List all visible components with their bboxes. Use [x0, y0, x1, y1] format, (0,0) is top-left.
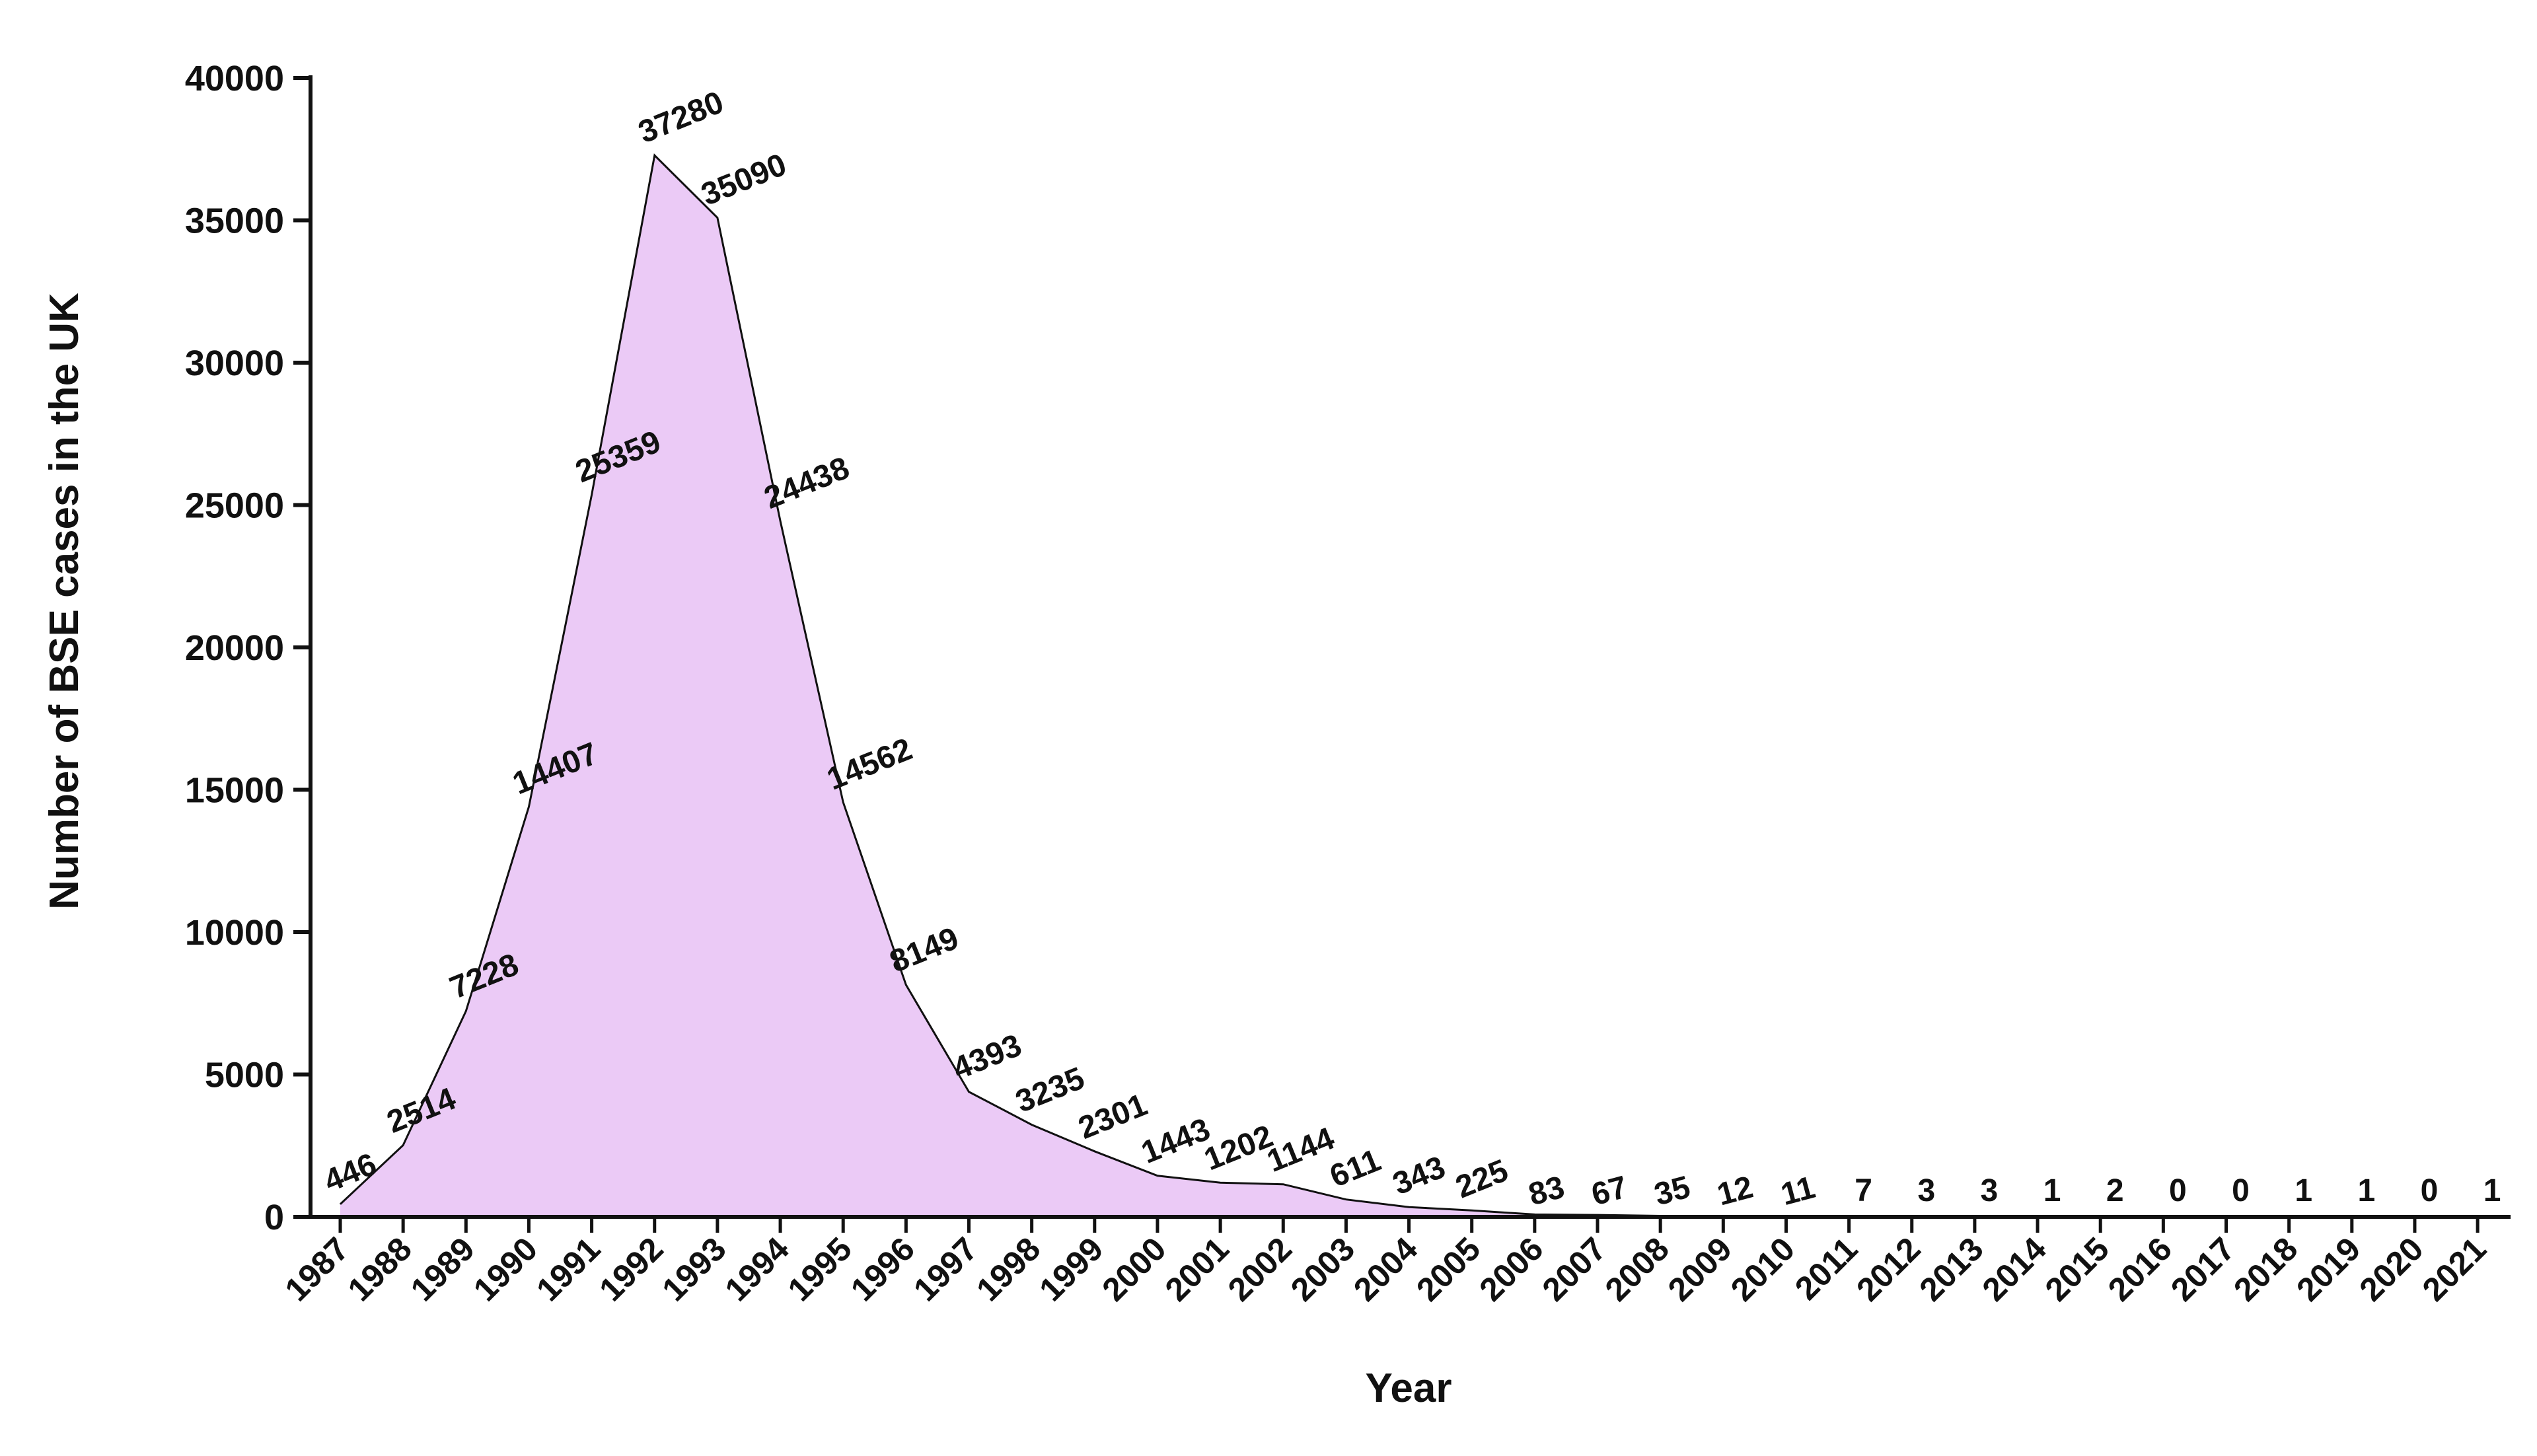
y-tick-label: 15000: [185, 771, 284, 811]
data-label-1996: 8149: [885, 921, 964, 980]
data-label-2009: 12: [1714, 1170, 1757, 1213]
x-tick-label: 1999: [1032, 1230, 1110, 1308]
y-tick-label: 5000: [205, 1056, 284, 1095]
x-axis-title: Year: [1365, 1365, 1452, 1411]
x-tick-label: 1996: [844, 1230, 922, 1308]
x-tick-label: 1990: [466, 1230, 544, 1308]
y-tick-label: 10000: [185, 913, 284, 953]
x-tick-label: 2014: [1975, 1230, 2053, 1308]
x-tick-label: 2004: [1346, 1230, 1424, 1308]
data-label-1992: 37280: [634, 85, 729, 150]
x-tick-label: 2015: [2038, 1230, 2116, 1308]
data-label-1993: 35090: [696, 147, 791, 213]
x-tick-label: 2001: [1158, 1230, 1236, 1308]
data-label-2013: 3: [1981, 1173, 1999, 1208]
y-tick-label: 30000: [185, 344, 284, 383]
data-point-1995: [842, 801, 844, 803]
x-tick-label: 2000: [1095, 1230, 1173, 1308]
x-tick-label: 1992: [592, 1230, 670, 1308]
x-tick-label: 1994: [718, 1230, 796, 1308]
data-label-2004: 343: [1388, 1149, 1450, 1202]
x-tick-label: 2013: [1912, 1230, 1990, 1308]
y-axis-title: Number of BSE cases in the UK: [42, 293, 87, 910]
data-point-2006: [1534, 1214, 1535, 1215]
data-label-2020: 0: [2421, 1173, 2439, 1208]
x-tick-label: 1987: [278, 1230, 356, 1308]
data-label-2021: 1: [2483, 1173, 2501, 1208]
y-tick-label: 40000: [185, 59, 284, 98]
x-tick-label: 2020: [2352, 1230, 2430, 1308]
x-tick-label: 2021: [2415, 1230, 2493, 1308]
x-tick-label: 2008: [1598, 1230, 1676, 1308]
x-tick-label: 2012: [1849, 1230, 1927, 1308]
data-label-2017: 0: [2232, 1173, 2250, 1208]
data-point-1992: [654, 155, 655, 156]
y-tick-label: 35000: [185, 201, 284, 241]
y-tick-label: 0: [264, 1198, 284, 1237]
x-tick-label: 1989: [404, 1230, 482, 1308]
x-tick-label: 1998: [969, 1230, 1047, 1308]
data-point-1998: [1031, 1124, 1033, 1126]
x-tick-label: 2007: [1535, 1230, 1613, 1308]
data-label-1995: 14562: [822, 731, 917, 797]
area-fill: [340, 155, 2478, 1218]
x-tick-label: 1995: [781, 1230, 859, 1308]
data-point-1988: [402, 1145, 404, 1146]
data-label-2010: 11: [1777, 1170, 1819, 1212]
data-label-2002: 1144: [1263, 1121, 1340, 1179]
x-tick-label: 2010: [1724, 1230, 1802, 1308]
area-layer: [339, 153, 2478, 1218]
data-label-1994: 24438: [759, 451, 854, 516]
x-tick-label: 2006: [1472, 1230, 1550, 1308]
data-label-2018: 1: [2295, 1173, 2312, 1208]
x-tick-label: 2018: [2226, 1230, 2304, 1308]
x-tick-label: 2011: [1788, 1230, 1864, 1307]
y-tick-label: 25000: [185, 486, 284, 526]
x-tick-label: 1991: [529, 1230, 607, 1308]
x-tick-label: 2009: [1661, 1230, 1739, 1308]
data-label-2008: 35: [1651, 1170, 1694, 1213]
x-tick-label: 2019: [2289, 1230, 2367, 1308]
data-label-2011: 7: [1855, 1173, 1872, 1208]
data-label-2012: 3: [1917, 1173, 1935, 1208]
x-tick-label: 2005: [1409, 1230, 1487, 1308]
data-label-2016: 0: [2169, 1173, 2187, 1208]
data-label-2014: 1: [2043, 1173, 2061, 1208]
data-label-2006: 83: [1525, 1170, 1568, 1213]
data-label-2007: 67: [1588, 1170, 1631, 1213]
x-tick-label: 2017: [2164, 1230, 2242, 1308]
data-label-1998: 3235: [1011, 1061, 1089, 1120]
x-tick-label: 1993: [655, 1230, 733, 1308]
data-label-1997: 4393: [948, 1028, 1027, 1087]
y-tick-label: 20000: [185, 628, 284, 668]
x-tick-label: 1988: [341, 1230, 419, 1308]
data-label-2015: 2: [2106, 1173, 2124, 1208]
x-tick-label: 2002: [1221, 1230, 1299, 1308]
x-tick-label: 1997: [906, 1230, 984, 1308]
x-tick-label: 2003: [1284, 1230, 1362, 1308]
x-tick-label: 2016: [2101, 1230, 2179, 1308]
data-point-2005: [1471, 1210, 1473, 1211]
data-label-2019: 1: [2357, 1173, 2375, 1208]
data-label-2005: 225: [1451, 1153, 1513, 1205]
